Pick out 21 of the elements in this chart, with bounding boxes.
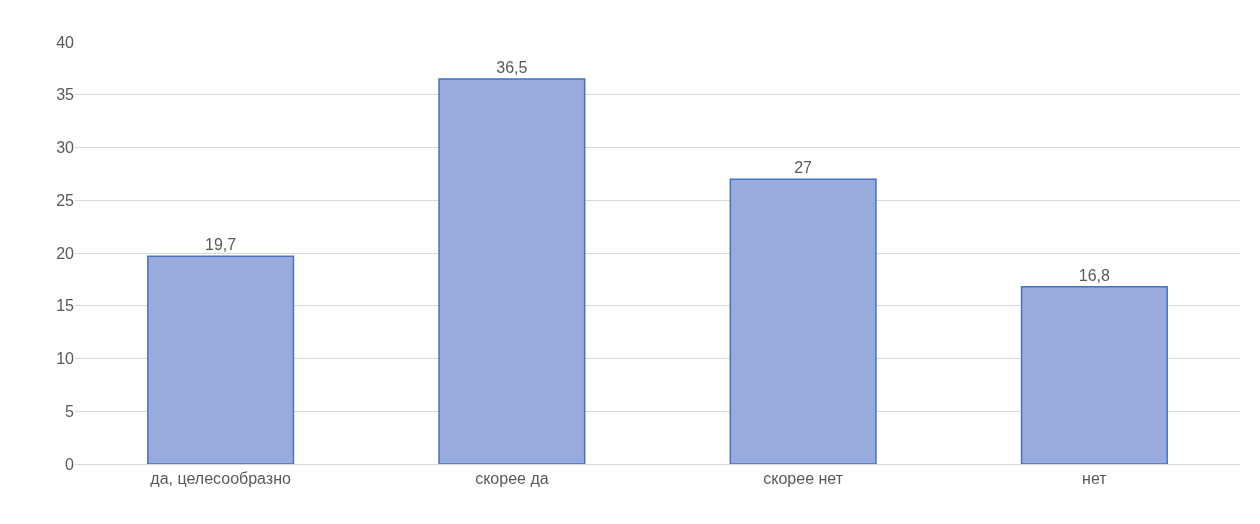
bar [438, 78, 586, 464]
x-tick-label: да, целесообразно [150, 470, 291, 488]
data-label: 27 [794, 159, 813, 177]
data-label: 36,5 [496, 58, 528, 76]
x-tick-label: скорее да [475, 470, 549, 488]
bar [729, 178, 877, 464]
y-tick-label: 0 [65, 455, 75, 473]
y-tick-label: 20 [56, 244, 75, 262]
x-tick-label: нет [1082, 470, 1108, 488]
bar [147, 255, 295, 464]
y-tick-label: 15 [56, 297, 75, 315]
y-tick-label: 5 [65, 402, 75, 420]
data-label: 16,8 [1078, 266, 1110, 284]
data-label: 19,7 [205, 236, 237, 254]
y-tick-label: 25 [56, 191, 75, 209]
y-tick-label: 30 [56, 139, 75, 157]
bar [1020, 286, 1168, 464]
y-tick-label: 10 [56, 350, 75, 368]
x-tick-label: скорее нет [763, 470, 844, 488]
y-tick-label: 40 [56, 33, 75, 51]
y-tick-label: 35 [56, 86, 75, 104]
